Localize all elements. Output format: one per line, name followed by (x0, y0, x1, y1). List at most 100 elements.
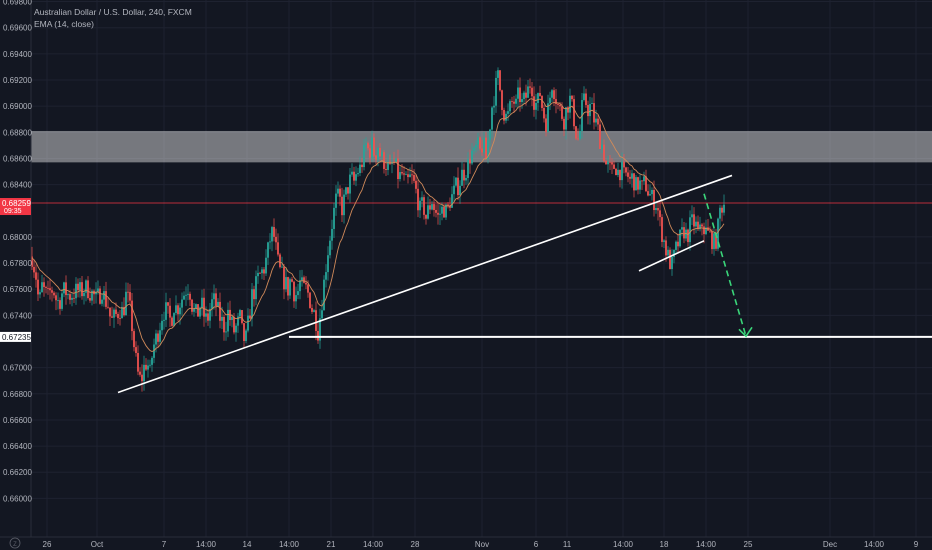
candle-body (701, 224, 703, 227)
candle-body (603, 144, 605, 161)
candle-body (317, 330, 319, 341)
candle-body (301, 277, 303, 281)
x-tick-label: 6 (534, 540, 539, 549)
candle-body (515, 98, 517, 104)
x-tick-label: 28 (411, 540, 420, 549)
x-tick-label: Dec (823, 540, 837, 549)
candle-body (277, 242, 279, 255)
candle-body (217, 301, 219, 307)
drawings[interactable] (117, 174, 932, 394)
candle-body (597, 118, 599, 125)
candle-body (225, 331, 227, 333)
candle-body (695, 221, 697, 227)
candle-body (95, 291, 97, 295)
candle-body (535, 102, 537, 110)
time-axis[interactable]: 26 Oct 7 14:00 14 14:00 21 14:00 28 Nov 6 11 14:00 18… (0, 536, 932, 550)
candle-body (563, 118, 565, 130)
candle-body (339, 188, 341, 197)
candle-body (381, 152, 383, 157)
candle-body (483, 137, 485, 153)
candle-body (439, 213, 441, 215)
candle-body (417, 188, 419, 211)
candle-body (577, 138, 579, 140)
chart-legend: Australian Dollar / U.S. Dollar, 240, FX… (34, 6, 192, 30)
candle-body (543, 107, 545, 119)
y-tick-label: 0.67800 (3, 259, 32, 268)
x-tick-label: 14:00 (279, 540, 300, 549)
candle-body (163, 319, 165, 321)
candle-body (175, 305, 177, 314)
candle-body (33, 266, 35, 273)
ascending-trendline[interactable] (117, 174, 733, 394)
candle-body (555, 99, 557, 104)
candle-body (371, 137, 373, 158)
candle-body (599, 124, 601, 149)
candle-body (639, 180, 641, 190)
candle-body (255, 276, 257, 300)
candle-body (333, 207, 335, 229)
channel-lower-line[interactable] (638, 240, 705, 272)
candle-body (209, 308, 211, 321)
y-tick-label: 0.68000 (3, 233, 32, 242)
candle-body (559, 104, 561, 107)
candle-body (351, 171, 353, 175)
candle-body (111, 316, 113, 318)
candle-body (227, 309, 229, 332)
candle-body (219, 301, 221, 321)
candle-body (247, 315, 249, 331)
price-axis[interactable]: 0.69800 0.69600 0.69400 0.69200 0.69000 0.688… (0, 0, 32, 550)
candle-body (61, 293, 63, 309)
candle-body (149, 364, 151, 366)
indicator-label[interactable]: EMA (14, close) (34, 19, 94, 29)
candle-body (125, 291, 127, 316)
candle-body (297, 291, 299, 296)
candle-body (359, 164, 361, 174)
candle-body (431, 204, 433, 210)
candle-body (49, 288, 51, 291)
candle-body (223, 316, 225, 333)
candle-body (171, 317, 173, 326)
candle-body (53, 292, 55, 296)
candle-body (721, 207, 723, 213)
candle-body (315, 310, 317, 331)
projection-arrow-line[interactable] (703, 193, 747, 337)
candle-body (435, 209, 437, 213)
x-tick-label: 14:00 (696, 540, 717, 549)
candle-body (443, 206, 445, 218)
candle-body (415, 180, 417, 189)
candle-body (79, 282, 81, 291)
candle-body (89, 298, 91, 301)
candle-body (685, 229, 687, 239)
resistance-zone[interactable] (31, 130, 932, 163)
candle-body (587, 105, 589, 117)
candle-body (509, 101, 511, 112)
support-price-label-bg (0, 331, 31, 342)
candle-body (179, 307, 181, 315)
candle-body (313, 310, 315, 312)
candle-body (519, 87, 521, 103)
y-tick-label: 0.68600 (3, 154, 32, 163)
candle-body (307, 284, 309, 293)
candle-body (485, 137, 487, 159)
candle-body (131, 300, 133, 332)
candle-body (259, 272, 261, 274)
candle-body (461, 169, 463, 186)
candle-body (413, 175, 415, 181)
symbol-title[interactable]: Australian Dollar / U.S. Dollar, 240, FX… (34, 7, 192, 17)
candle-body (699, 224, 701, 230)
candle-body (241, 310, 243, 324)
candle-body (331, 228, 333, 241)
candle-body (133, 331, 135, 348)
scale-settings-icon[interactable]: Z (9, 537, 21, 549)
candle-body (467, 159, 469, 178)
candle-body (475, 144, 477, 148)
candle-body (717, 218, 719, 249)
candle-body (335, 193, 337, 208)
candle-body (155, 333, 157, 345)
candle-body (719, 207, 721, 219)
x-tick-label: 14 (243, 540, 252, 549)
candle-body (215, 293, 217, 307)
candle-body (199, 307, 201, 317)
